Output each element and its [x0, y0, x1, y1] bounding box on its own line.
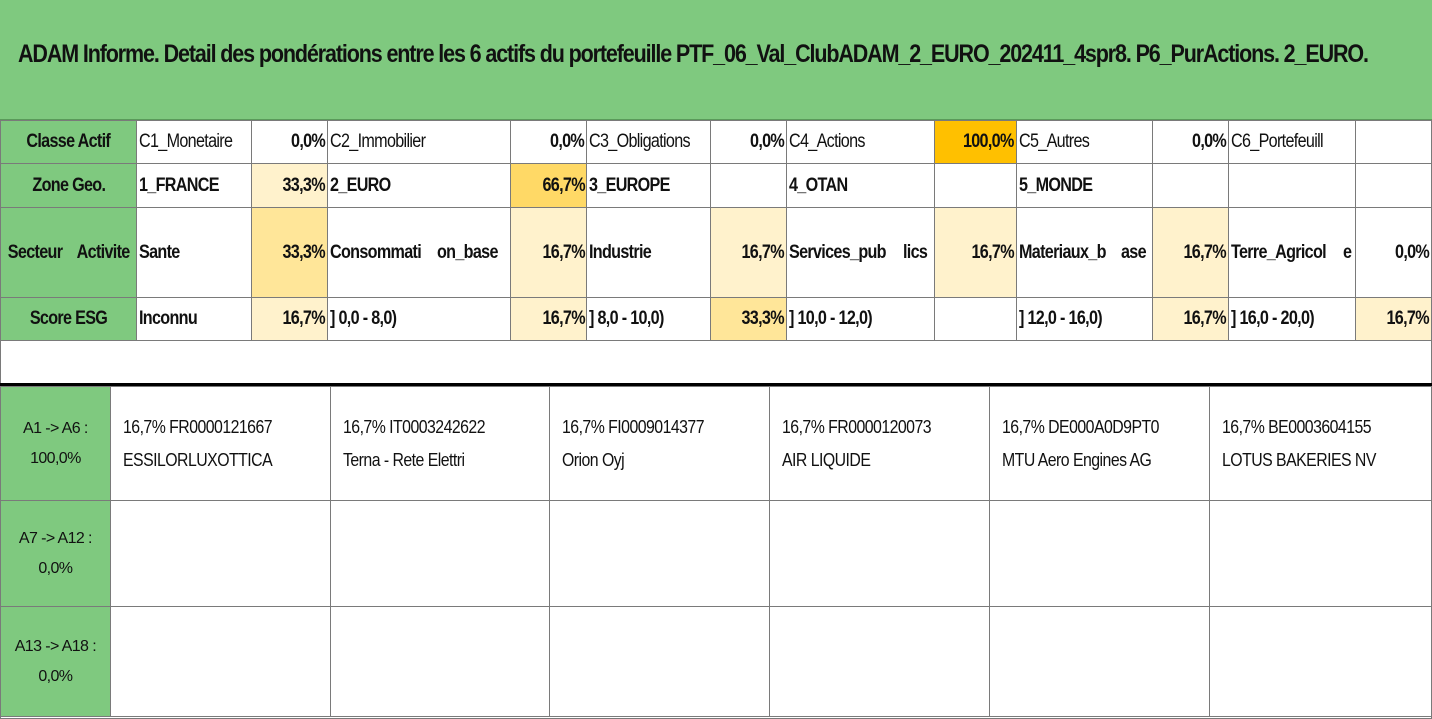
- cell-label[interactable]: ] 8,0 - 10,0): [586, 297, 712, 341]
- asset-cell[interactable]: [1209, 500, 1432, 607]
- cell-value[interactable]: 0,0%: [710, 120, 788, 164]
- cell-label[interactable]: ] 10,0 - 12,0): [786, 297, 935, 341]
- cell-label[interactable]: 5_MONDE: [1015, 163, 1154, 208]
- asset-cell[interactable]: [769, 606, 991, 717]
- cell-label[interactable]: 1_FRANCE: [135, 163, 252, 208]
- row-classe-actif: Classe Actif C1_Monetaire 0,0% C2_Immobi…: [0, 120, 1432, 164]
- cell-value[interactable]: 16,7%: [1354, 297, 1432, 341]
- cell-label[interactable]: C6_Portefeuill: [1228, 120, 1356, 164]
- cell-label[interactable]: C5_Autres: [1015, 120, 1154, 164]
- cell-label[interactable]: C2_Immobilier: [326, 120, 512, 164]
- asset-cell[interactable]: 16,7% BE0003604155 LOTUS BAKERIES NV: [1209, 386, 1432, 501]
- asset-group-header: A1 -> A6 : 100,0%: [0, 386, 111, 501]
- row-header-zone-geo: Zone Geo.: [0, 163, 137, 208]
- row-header-secteur: Secteur Activite: [0, 207, 137, 298]
- cell-value[interactable]: [933, 163, 1017, 208]
- cell-label[interactable]: 2_EURO: [326, 163, 512, 208]
- asset-cell[interactable]: 16,7% FI0009014377 Orion Oyj: [549, 386, 771, 501]
- cell-value[interactable]: 100,0%: [933, 120, 1017, 164]
- cell-label[interactable]: C4_Actions: [786, 120, 935, 164]
- asset-cell[interactable]: 16,7% IT0003242622 Terna - Rete Elettri: [329, 386, 551, 501]
- asset-cell[interactable]: [329, 606, 551, 717]
- cell-value[interactable]: [710, 163, 788, 208]
- row-secteur-activite: Secteur Activite Sante 33,3% Consommati o…: [0, 207, 1432, 298]
- cell-value[interactable]: 33,3%: [250, 163, 328, 208]
- cell-label[interactable]: 3_EUROPE: [586, 163, 712, 208]
- assets-table: A1 -> A6 : 100,0% 16,7% FR0000121667 ESSI…: [0, 386, 1432, 717]
- asset-cell[interactable]: [109, 606, 331, 717]
- cell-value[interactable]: 66,7%: [510, 163, 588, 208]
- asset-group-row: A13 -> A18 : 0,0%: [0, 606, 1432, 717]
- asset-cell[interactable]: [329, 500, 551, 607]
- row-header-score-esg: Score ESG: [0, 297, 137, 341]
- cell-value[interactable]: [1354, 120, 1432, 164]
- cell-label[interactable]: Terre_Agricol e: [1228, 207, 1356, 298]
- asset-cell[interactable]: 16,7% DE000A0D9PT0 MTU Aero Engines AG: [989, 386, 1211, 501]
- cell-label[interactable]: ] 16,0 - 20,0): [1228, 297, 1356, 341]
- row-score-esg: Score ESG Inconnu 16,7% ] 0,0 - 8,0) 16,…: [0, 297, 1432, 341]
- cell-label[interactable]: C3_Obligations: [586, 120, 712, 164]
- cell-value[interactable]: 16,7%: [1152, 297, 1230, 341]
- asset-group-header: A7 -> A12 : 0,0%: [0, 500, 111, 607]
- cell-label[interactable]: [1228, 163, 1356, 208]
- cell-value[interactable]: 16,7%: [250, 297, 328, 341]
- asset-cell[interactable]: 16,7% FR0000121667 ESSILORLUXOTTICA: [109, 386, 331, 501]
- cell-label[interactable]: ] 12,0 - 16,0): [1015, 297, 1154, 341]
- cell-value[interactable]: [933, 297, 1017, 341]
- asset-cell[interactable]: [989, 500, 1211, 607]
- asset-cell[interactable]: [989, 606, 1211, 717]
- cell-value[interactable]: 33,3%: [710, 297, 788, 341]
- cell-value[interactable]: 16,7%: [510, 207, 588, 298]
- row-header-classe-actif: Classe Actif: [0, 120, 137, 164]
- asset-group-row: A1 -> A6 : 100,0% 16,7% FR0000121667 ESSI…: [0, 386, 1432, 501]
- page-title: ADAM Informe. Detail des pondérations en…: [18, 40, 1369, 68]
- cell-value[interactable]: 16,7%: [710, 207, 788, 298]
- asset-group-header: A13 -> A18 : 0,0%: [0, 606, 111, 717]
- cell-value[interactable]: [1354, 163, 1432, 208]
- asset-cell[interactable]: [549, 606, 771, 717]
- weights-table: Classe Actif C1_Monetaire 0,0% C2_Immobi…: [0, 120, 1432, 341]
- asset-cell[interactable]: [1209, 606, 1432, 717]
- cell-label[interactable]: Inconnu: [135, 297, 252, 341]
- cell-label[interactable]: Services_pub lics: [786, 207, 935, 298]
- asset-cell[interactable]: [769, 500, 991, 607]
- asset-group-row: A7 -> A12 : 0,0%: [0, 500, 1432, 607]
- asset-cell[interactable]: [109, 500, 331, 607]
- cell-value[interactable]: 0,0%: [1152, 120, 1230, 164]
- asset-cell[interactable]: [549, 500, 771, 607]
- asset-cell[interactable]: 16,7% FR0000120073 AIR LIQUIDE: [769, 386, 991, 501]
- title-banner: ADAM Informe. Detail des pondérations en…: [0, 0, 1432, 120]
- cell-value[interactable]: 16,7%: [1152, 207, 1230, 298]
- cell-value[interactable]: [1152, 163, 1230, 208]
- cell-value[interactable]: 16,7%: [933, 207, 1017, 298]
- cell-label[interactable]: Sante: [135, 207, 252, 298]
- cell-label[interactable]: C1_Monetaire: [135, 120, 252, 164]
- row-zone-geo: Zone Geo. 1_FRANCE 33,3% 2_EURO 66,7% 3_…: [0, 163, 1432, 208]
- section-divider: [0, 383, 1432, 386]
- cell-value[interactable]: 33,3%: [250, 207, 328, 298]
- cell-label[interactable]: Consommati on_base: [326, 207, 512, 298]
- cell-value[interactable]: 16,7%: [510, 297, 588, 341]
- cell-label[interactable]: 4_OTAN: [786, 163, 935, 208]
- cell-label[interactable]: Industrie: [586, 207, 712, 298]
- cell-value[interactable]: 0,0%: [250, 120, 328, 164]
- cell-value[interactable]: 0,0%: [510, 120, 588, 164]
- cell-label[interactable]: Materiaux_b ase: [1015, 207, 1154, 298]
- cell-value[interactable]: 0,0%: [1354, 207, 1432, 298]
- cell-label[interactable]: ] 0,0 - 8,0): [326, 297, 512, 341]
